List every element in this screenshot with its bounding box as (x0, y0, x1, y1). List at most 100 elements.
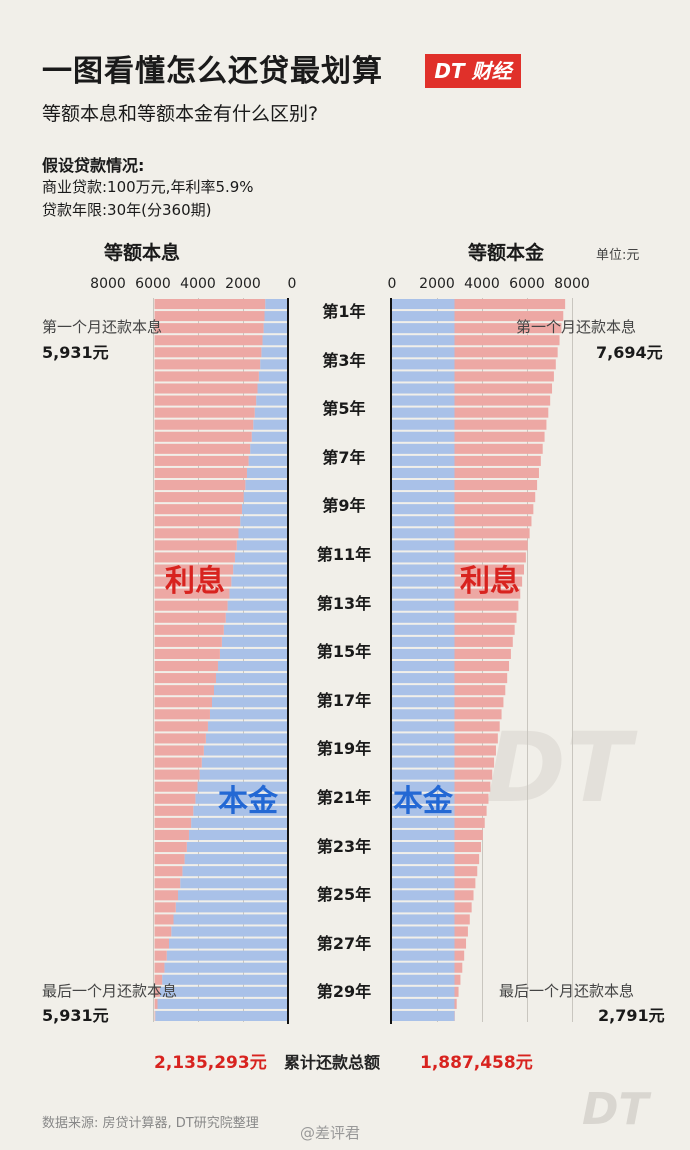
left-axis-line (287, 298, 289, 1024)
right-last-payment-label: 最后一个月还款本息 (499, 982, 635, 1000)
left-interest-bar (154, 359, 261, 370)
left-interest-bar (154, 576, 232, 587)
left-interest-bar (154, 890, 178, 901)
right-first-payment-value: 7,694元 (596, 343, 663, 362)
right-interest-bar (454, 540, 528, 551)
right-principal-bar (392, 781, 455, 792)
page-subtitle: 等额本息和等额本金有什么区别? (42, 103, 319, 125)
left-interest-bar (154, 842, 187, 853)
right-principal-bar (392, 528, 455, 539)
right-principal-bar (392, 673, 455, 684)
left-interest-bar (154, 709, 210, 720)
right-interest-bar (454, 685, 506, 696)
left-interest-bar (154, 769, 200, 780)
right-principal-bar (392, 588, 455, 599)
left-interest-bar (154, 950, 167, 961)
year-label: 第25年 (316, 885, 372, 905)
dt-watermark: DT (486, 712, 632, 824)
right-interest-bar (454, 299, 566, 310)
left-principal-bar (263, 323, 288, 334)
right-principal-bar (392, 636, 455, 647)
right-interest-bar (454, 443, 543, 454)
gridline (243, 298, 244, 1022)
left-interest-bar (154, 926, 172, 937)
left-interest-bar (154, 552, 235, 563)
right-principal-bar (392, 757, 455, 768)
left-principal-bar (159, 986, 288, 997)
right-principal-bar (392, 926, 455, 937)
left-interest-bar (154, 588, 230, 599)
left-principal-bar (205, 733, 288, 744)
left-interest-bar (154, 528, 239, 539)
year-label: 第17年 (316, 690, 372, 710)
right-interest-bar (454, 950, 465, 961)
left-principal-bar (238, 528, 288, 539)
left-principal-bar (248, 455, 288, 466)
right-interest-bar (454, 347, 558, 358)
right-interest-bar (454, 914, 470, 925)
right-interest-bar (454, 395, 551, 406)
right-interest-bar (454, 359, 556, 370)
right-principal-bar (392, 842, 455, 853)
right-principal-bar (392, 395, 455, 406)
gridline (527, 298, 528, 1022)
gridline (572, 298, 573, 1022)
left-principal-bar (211, 697, 288, 708)
right-interest-bar (454, 419, 547, 430)
left-interest-bar (154, 1010, 156, 1021)
left-interest-bar (154, 347, 262, 358)
right-principal-bar (392, 878, 455, 889)
year-label: 第9年 (322, 496, 366, 516)
left-principal-bar (173, 914, 288, 925)
right-total-value: 1,887,458元 (420, 1053, 533, 1073)
left-principal-bar (265, 299, 288, 310)
left-principal-bar (257, 383, 288, 394)
right-interest-bar (454, 866, 478, 877)
right-interest-bar (454, 504, 534, 515)
left-principal-bar (262, 335, 288, 346)
right-principal-bar (392, 938, 455, 949)
left-interest-bar (154, 612, 226, 623)
right-interest-bar (454, 311, 564, 322)
right-interest-bar (454, 636, 513, 647)
left-principal-bar (180, 878, 288, 889)
year-label: 第3年 (322, 350, 366, 370)
right-principal-bar (392, 492, 455, 503)
left-principal-bar (260, 359, 288, 370)
left-principal-bar (253, 419, 288, 430)
right-principal-bar (392, 914, 455, 925)
tick-label: 6000 (135, 276, 171, 292)
right-principal-bar (392, 697, 455, 708)
left-principal-bar (207, 721, 288, 732)
left-interest-bar (154, 757, 202, 768)
right-interest-bar (454, 624, 515, 635)
right-interest-bar (454, 600, 519, 611)
left-interest-bar (154, 998, 158, 1009)
right-interest-bar (454, 878, 476, 889)
left-principal-bar (164, 962, 288, 973)
right-principal-bar (392, 419, 455, 430)
left-principal-bar (233, 564, 288, 575)
left-interest-bar (154, 673, 216, 684)
left-interest-bar (154, 600, 228, 611)
right-interest-bar (454, 383, 553, 394)
left-interest-bar (154, 516, 241, 527)
left-principal-bar (250, 443, 288, 454)
right-principal-bar (392, 299, 455, 310)
left-principal-bar (225, 612, 288, 623)
right-panel-title: 等额本金 (468, 242, 545, 264)
right-interest-bar (454, 335, 560, 346)
right-interest-bar (454, 455, 541, 466)
right-interest-bar (454, 709, 502, 720)
left-interest-bar (154, 648, 220, 659)
left-interest-bar (154, 854, 185, 865)
right-principal-bar (392, 612, 455, 623)
year-label: 第23年 (316, 836, 372, 856)
assumption-heading: 假设贷款情况: (42, 156, 145, 175)
left-interest-bar (154, 311, 265, 322)
tick-label: 4000 (180, 276, 216, 292)
left-interest-bar (154, 697, 212, 708)
brand-logo: DT 财经 (425, 54, 521, 88)
right-interest-bar (454, 781, 491, 792)
right-interest-bar (454, 745, 496, 756)
